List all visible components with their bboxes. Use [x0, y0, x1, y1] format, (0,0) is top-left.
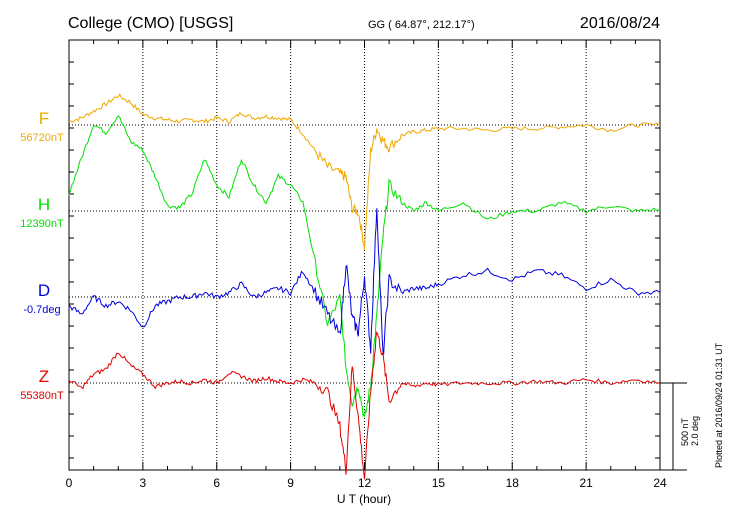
- x-tick-label: 24: [653, 476, 667, 490]
- grid-layer: [69, 40, 660, 470]
- station-title: College (CMO) [USGS]: [68, 15, 233, 32]
- channel-baseline-f: 56720nT: [20, 132, 64, 144]
- plotted-at-note: Plotted at 2016/09/24 01:31 UT: [714, 342, 724, 468]
- series-line-f: [68, 93, 661, 251]
- scale-nt-label: 500 nT: [680, 417, 690, 446]
- x-axis-label: U T (hour): [337, 492, 391, 506]
- series-layer: [68, 93, 661, 480]
- channel-baseline-z: 55380nT: [20, 390, 64, 402]
- channel-baseline-h: 12390nT: [20, 218, 64, 230]
- channel-label-h: H: [38, 195, 50, 214]
- plot-frame: [68, 39, 661, 471]
- series-line-h: [68, 115, 661, 418]
- plot-date: 2016/08/24: [580, 15, 660, 32]
- channel-baseline-d: -0.7deg: [23, 304, 60, 316]
- x-tick-label: 15: [432, 476, 446, 490]
- scale-deg-label: 2.0 deg: [690, 416, 700, 446]
- x-tick-label: 21: [579, 476, 593, 490]
- x-tick-label: 9: [287, 476, 294, 490]
- channel-label-d: D: [38, 281, 50, 300]
- series-line-d: [68, 208, 661, 356]
- x-tick-label: 12: [358, 476, 372, 490]
- channel-labels: F 56720nT H 12390nT D -0.7deg Z 55380nT: [20, 109, 64, 402]
- x-tick-label: 3: [140, 476, 147, 490]
- station-coords: GG ( 64.87°, 212.17°): [368, 19, 475, 31]
- channel-label-f: F: [39, 109, 49, 128]
- scale-bar: 500 nT 2.0 deg: [660, 382, 700, 471]
- series-line-z: [68, 330, 661, 480]
- x-tick-label: 6: [213, 476, 220, 490]
- x-tick-label: 18: [506, 476, 520, 490]
- channel-label-z: Z: [39, 367, 49, 386]
- x-tick-label: 0: [66, 476, 73, 490]
- ticks-layer: 0 3 6 9 12 15 18 21 24: [66, 40, 667, 490]
